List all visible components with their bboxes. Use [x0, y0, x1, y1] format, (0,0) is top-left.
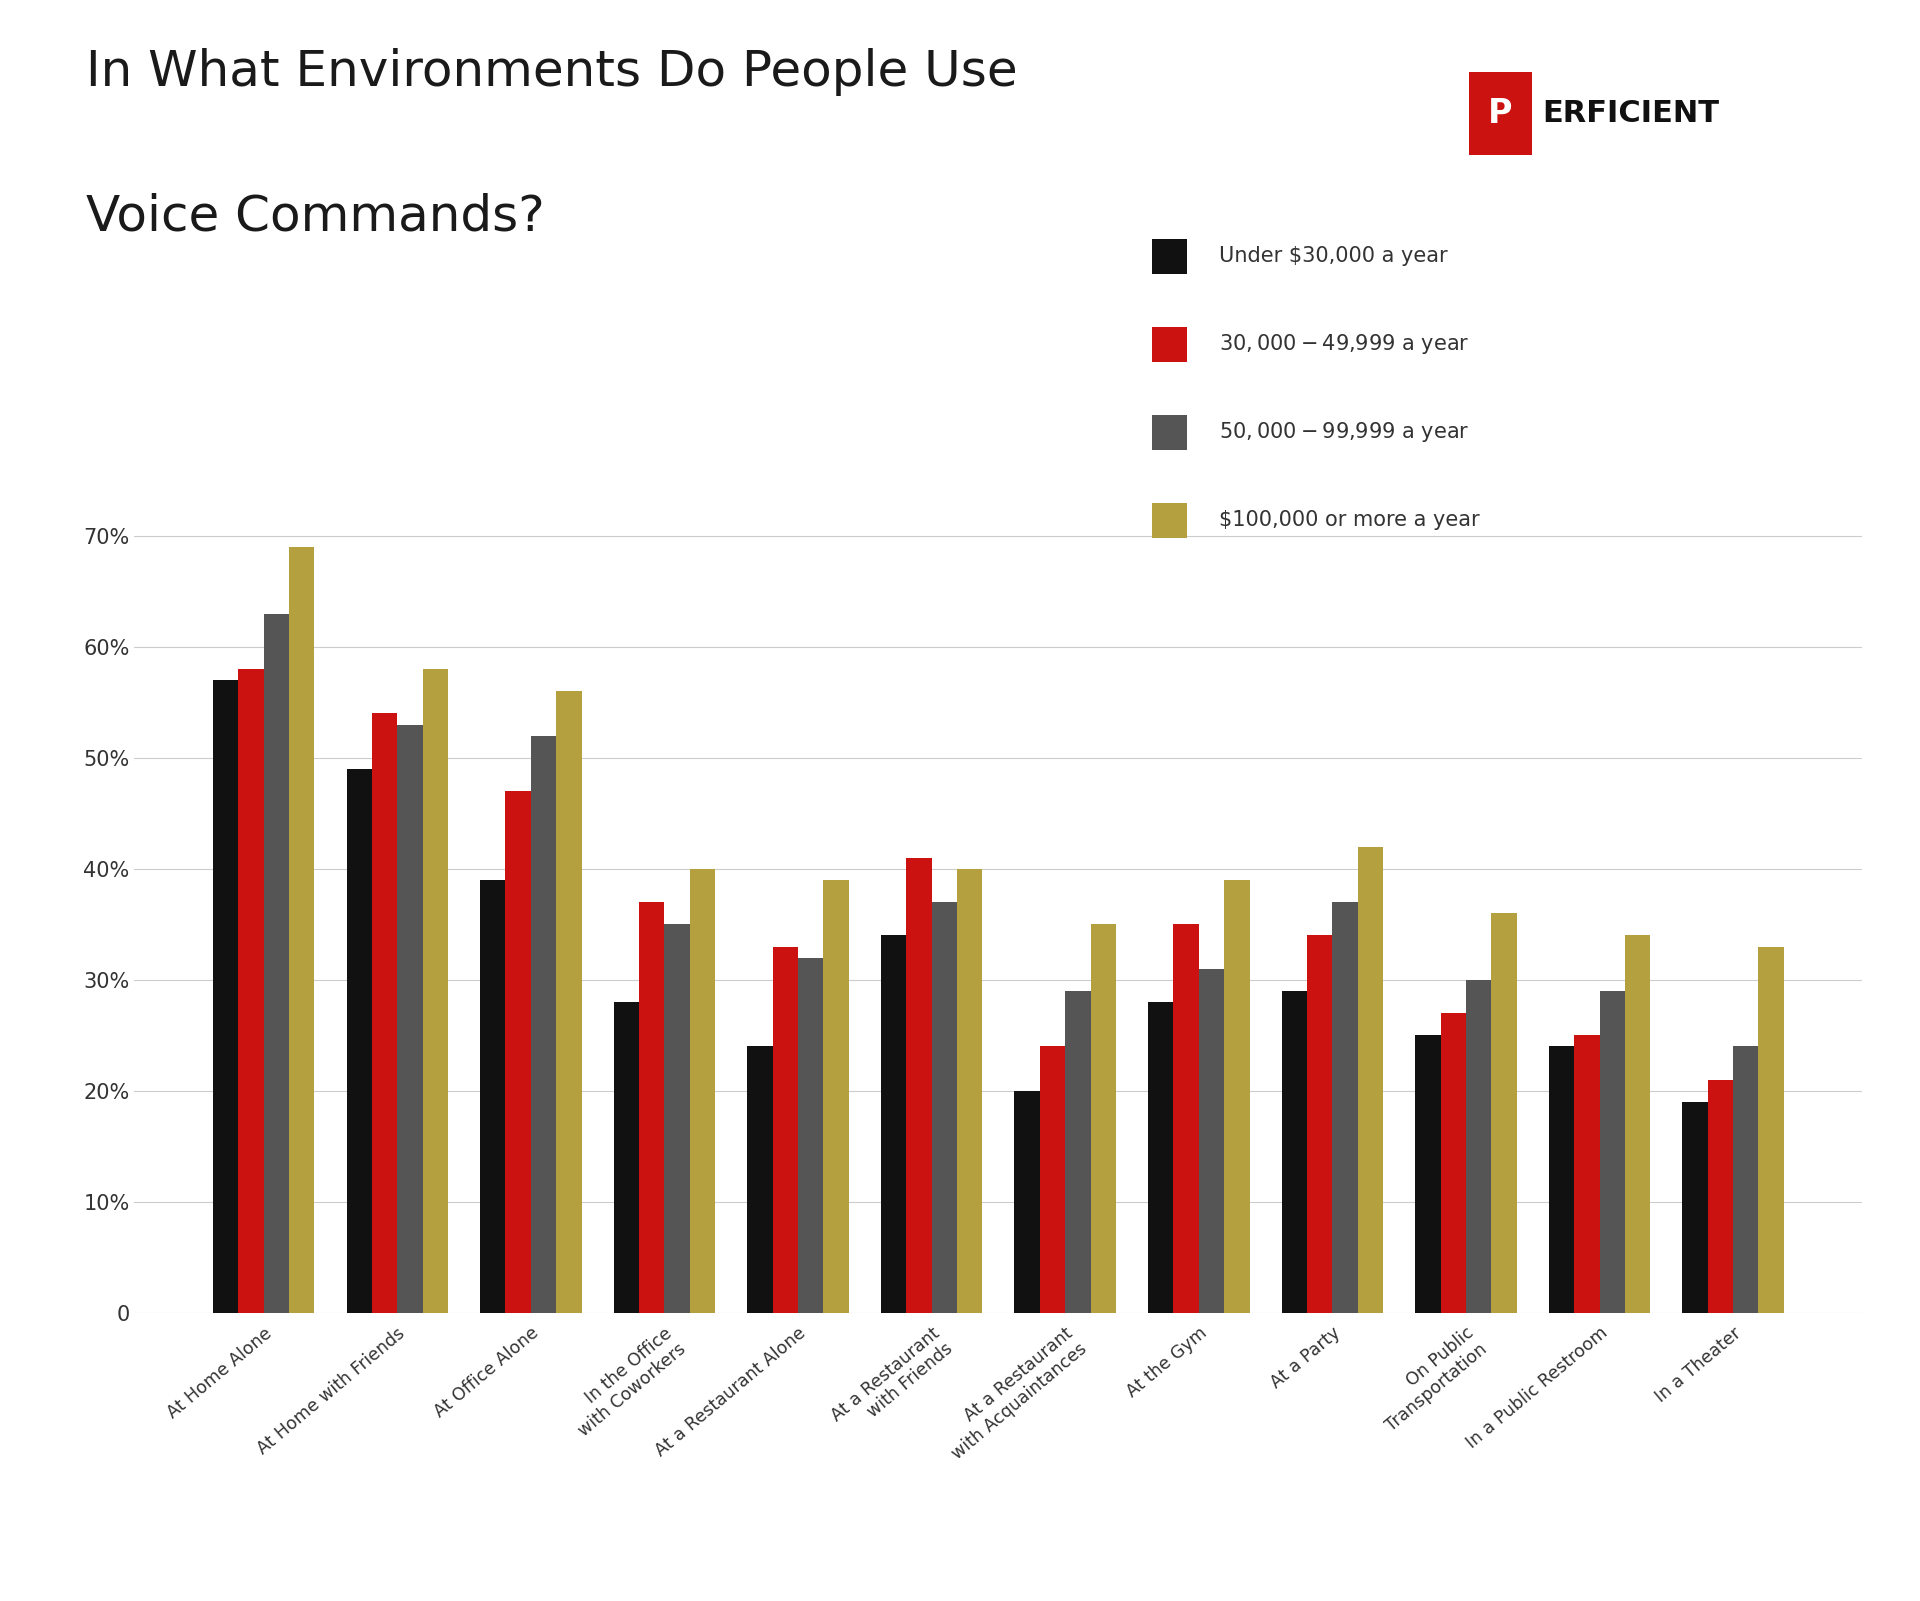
Bar — [1281, 991, 1308, 1313]
Bar — [1549, 1047, 1574, 1313]
Bar — [1173, 924, 1198, 1313]
Bar — [1198, 969, 1225, 1313]
Bar — [689, 869, 716, 1313]
Bar — [346, 768, 372, 1313]
Bar — [1014, 1090, 1041, 1313]
Bar — [372, 714, 397, 1313]
Bar — [931, 901, 956, 1313]
Bar — [530, 735, 557, 1313]
Bar — [1066, 991, 1091, 1313]
Bar — [747, 1047, 772, 1313]
Bar — [1492, 913, 1517, 1313]
Bar — [1682, 1101, 1707, 1313]
Bar — [799, 957, 824, 1313]
Bar — [1091, 924, 1116, 1313]
Text: $50,000-$99,999 a year: $50,000-$99,999 a year — [1219, 421, 1469, 443]
Bar — [1440, 1013, 1467, 1313]
Bar — [1225, 881, 1250, 1313]
Text: In What Environments Do People Use: In What Environments Do People Use — [86, 48, 1018, 96]
Bar — [238, 669, 263, 1313]
Text: ERFICIENT: ERFICIENT — [1542, 99, 1718, 128]
Text: P: P — [1488, 98, 1513, 130]
Bar — [290, 548, 315, 1313]
Bar — [1734, 1047, 1759, 1313]
Bar — [213, 680, 238, 1313]
Bar — [263, 613, 290, 1313]
Bar — [639, 901, 664, 1313]
Bar — [557, 692, 582, 1313]
Bar — [881, 935, 906, 1313]
Bar — [1624, 935, 1651, 1313]
Bar — [1759, 946, 1784, 1313]
Bar — [614, 1002, 639, 1313]
Bar — [1308, 935, 1332, 1313]
Bar — [1599, 991, 1624, 1313]
Bar — [1574, 1036, 1599, 1313]
Bar — [480, 881, 505, 1313]
Bar — [956, 869, 983, 1313]
Bar — [1332, 901, 1357, 1313]
Text: Voice Commands?: Voice Commands? — [86, 192, 545, 240]
Bar — [422, 669, 447, 1313]
Bar — [772, 946, 799, 1313]
Bar — [1415, 1036, 1440, 1313]
Bar — [1467, 980, 1492, 1313]
Bar — [906, 858, 931, 1313]
Bar — [505, 791, 530, 1313]
Bar — [1148, 1002, 1173, 1313]
Text: $30,000-$49,999 a year: $30,000-$49,999 a year — [1219, 333, 1469, 355]
Text: Under $30,000 a year: Under $30,000 a year — [1219, 247, 1448, 266]
Bar — [1041, 1047, 1066, 1313]
Bar — [397, 725, 422, 1313]
Bar — [824, 881, 849, 1313]
Bar — [1707, 1079, 1734, 1313]
Bar — [1357, 847, 1382, 1313]
Bar — [664, 924, 689, 1313]
Text: $100,000 or more a year: $100,000 or more a year — [1219, 511, 1480, 530]
